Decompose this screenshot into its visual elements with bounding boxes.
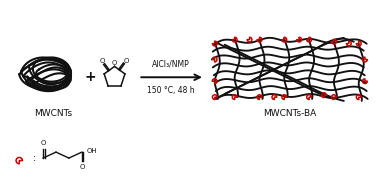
Text: O: O <box>41 140 46 146</box>
Text: AlCl₃/NMP: AlCl₃/NMP <box>152 59 190 68</box>
Text: MWCNTs: MWCNTs <box>34 109 72 118</box>
Text: O: O <box>124 58 129 64</box>
Text: O: O <box>100 58 105 64</box>
Text: O: O <box>80 164 85 170</box>
Text: OH: OH <box>87 148 98 154</box>
Text: +: + <box>85 70 96 84</box>
Text: MWCNTs-BA: MWCNTs-BA <box>263 109 316 118</box>
Text: 150 °C, 48 h: 150 °C, 48 h <box>147 86 195 95</box>
Text: :: : <box>33 153 36 163</box>
Text: O: O <box>112 60 117 66</box>
